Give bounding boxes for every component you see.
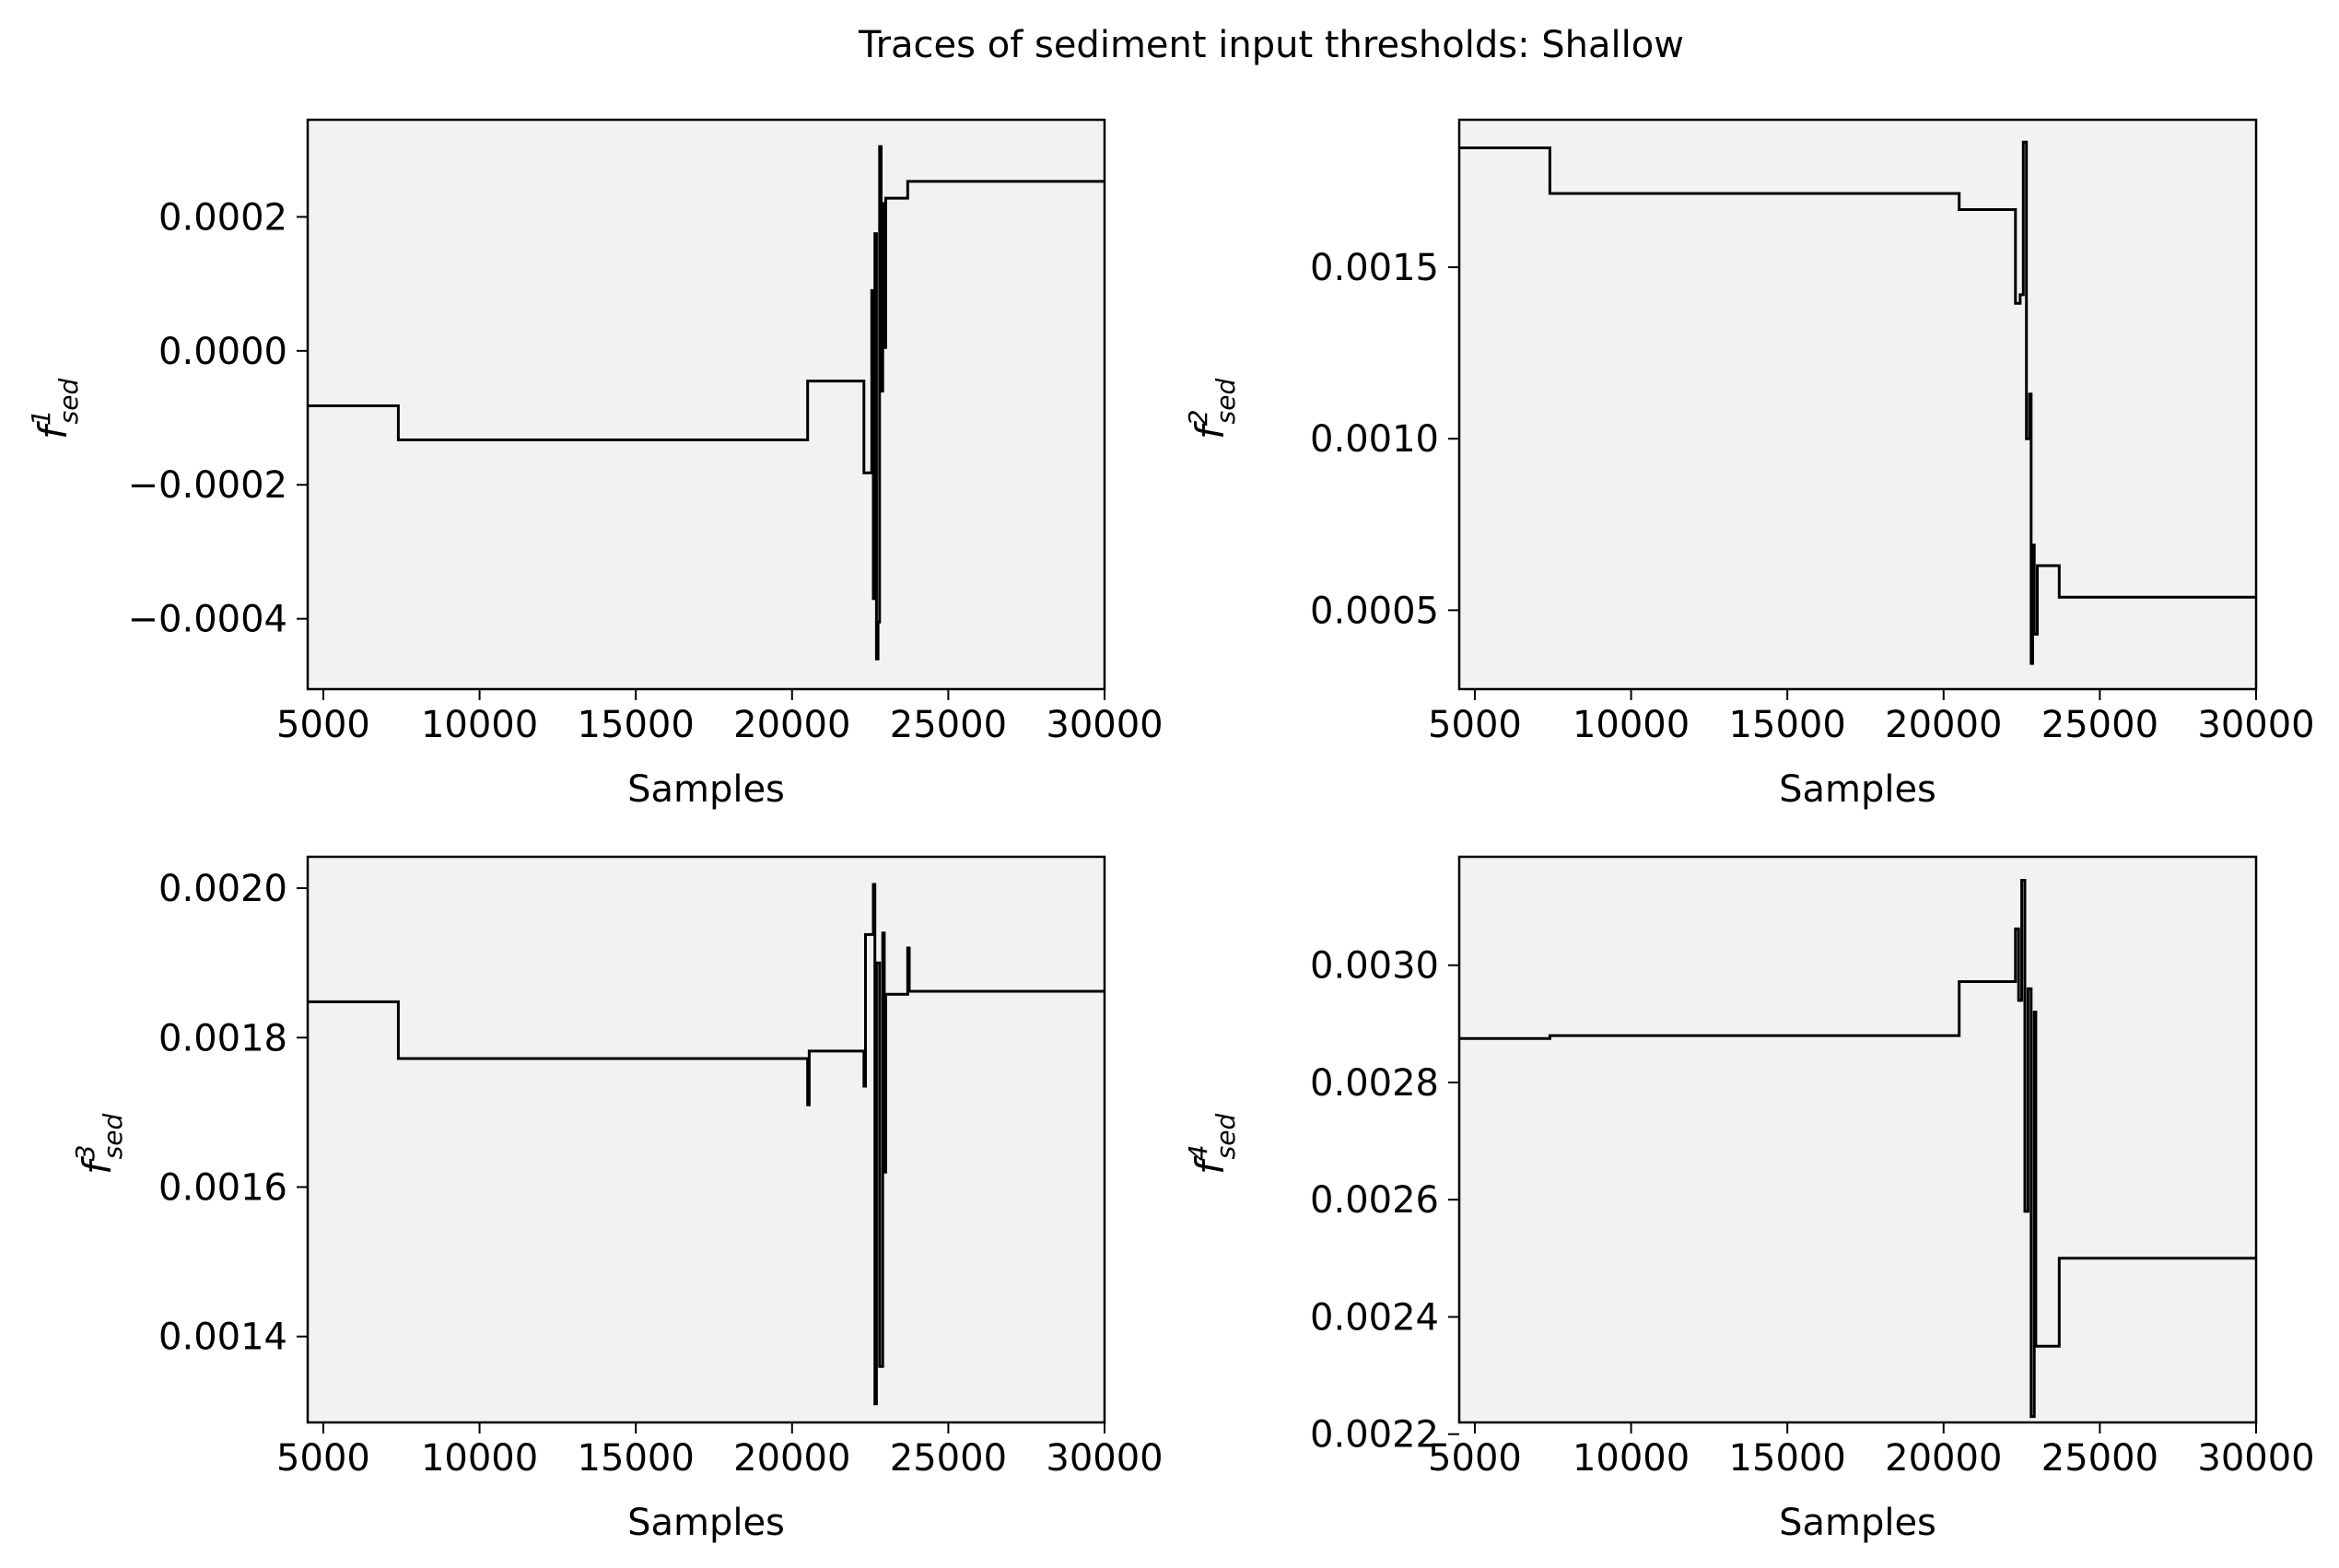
x-tick-label: 30000 <box>2197 1437 2314 1480</box>
x-tick-label: 10000 <box>1573 1437 1690 1480</box>
y-tick-label: 0.0018 <box>158 1017 287 1059</box>
x-tick-label: 25000 <box>2041 704 2158 746</box>
figure-title: Traces of sediment input thresholds: Sha… <box>858 24 1684 66</box>
x-axis-label: Samples <box>1779 768 1936 811</box>
x-tick-label: 5000 <box>276 704 370 746</box>
svg-text:f1sed: f1sed <box>26 379 84 439</box>
x-tick-label: 10000 <box>421 704 538 746</box>
trace-line <box>1459 140 2256 665</box>
x-tick-label: 10000 <box>1573 704 1690 746</box>
x-axis-label: Samples <box>627 768 785 811</box>
plot-area <box>308 857 1105 1422</box>
x-tick-label: 10000 <box>421 1437 538 1480</box>
y-tick-label: 0.0020 <box>158 868 287 910</box>
axes-frame <box>1457 855 2258 1424</box>
y-tick-label: 0.0014 <box>158 1316 287 1359</box>
x-tick-label: 15000 <box>1729 1437 1846 1480</box>
x-tick-label: 30000 <box>1046 1437 1163 1480</box>
x-tick-label: 15000 <box>578 704 695 746</box>
x-tick-label: 15000 <box>1729 704 1846 746</box>
subplot-1: 5000 10000 15000 20000 25000 30000 −0.0004 −0.0… <box>26 118 1164 811</box>
x-tick-label: 30000 <box>1046 704 1163 746</box>
subplot-4: 5000 10000 15000 20000 25000 30000 0.0022 0.002… <box>1183 855 2315 1544</box>
y-tick-label: 0.0002 <box>158 196 287 239</box>
y-tick-label: −0.0002 <box>128 464 287 507</box>
y-axis-label: f1sed <box>26 379 84 439</box>
y-tick-label: 0.0022 <box>1310 1414 1439 1457</box>
svg-text:f3sed: f3sed <box>70 1114 128 1175</box>
x-tick-label: 25000 <box>890 704 1007 746</box>
subplot-2: 5000 10000 15000 20000 25000 30000 0.0005 0.001… <box>1183 118 2315 811</box>
y-tick-label: 0.0026 <box>1310 1179 1439 1222</box>
svg-text:f2sed: f2sed <box>1183 379 1241 439</box>
axes-frame <box>306 118 1106 691</box>
y-tick-label: 0.0015 <box>1310 247 1439 289</box>
x-axis-label: Samples <box>1779 1502 1936 1544</box>
subplot-3: 5000 10000 15000 20000 25000 30000 0.0014 0.001… <box>70 855 1164 1544</box>
x-tick-label: 25000 <box>890 1437 1007 1480</box>
x-tick-label: 20000 <box>1885 704 2002 746</box>
plot-area <box>1459 120 2256 689</box>
axes-frame <box>1457 118 2258 691</box>
y-tick-label: 0.0028 <box>1310 1062 1439 1105</box>
x-tick-label: 15000 <box>578 1437 695 1480</box>
y-tick-label: 0.0000 <box>158 331 287 373</box>
x-tick-label: 30000 <box>2197 704 2314 746</box>
x-tick-label: 5000 <box>1428 704 1522 746</box>
y-tick-label: 0.0016 <box>158 1167 287 1210</box>
y-axis-label: f4sed <box>1183 1114 1241 1175</box>
svg-text:f4sed: f4sed <box>1183 1114 1241 1175</box>
x-tick-label: 20000 <box>733 704 850 746</box>
y-axis-label: f3sed <box>70 1114 128 1175</box>
trace-line <box>308 145 1105 661</box>
y-tick-label: 0.0030 <box>1310 945 1439 988</box>
plot-area <box>1459 857 2256 1422</box>
y-tick-label: 0.0024 <box>1310 1296 1439 1339</box>
x-tick-label: 5000 <box>1428 1437 1522 1480</box>
x-tick-label: 20000 <box>733 1437 850 1480</box>
y-tick-label: −0.0004 <box>128 599 287 641</box>
trace-line <box>1459 879 2256 1419</box>
y-tick-label: 0.0005 <box>1310 590 1439 632</box>
x-tick-label: 20000 <box>1885 1437 2002 1480</box>
trace-line <box>308 883 1105 1406</box>
axes-frame <box>306 855 1106 1424</box>
y-tick-label: 0.0010 <box>1310 418 1439 461</box>
plot-area <box>308 120 1105 689</box>
y-axis-label: f2sed <box>1183 379 1241 439</box>
x-axis-label: Samples <box>627 1502 785 1544</box>
x-tick-label: 5000 <box>276 1437 370 1480</box>
x-tick-label: 25000 <box>2041 1437 2158 1480</box>
